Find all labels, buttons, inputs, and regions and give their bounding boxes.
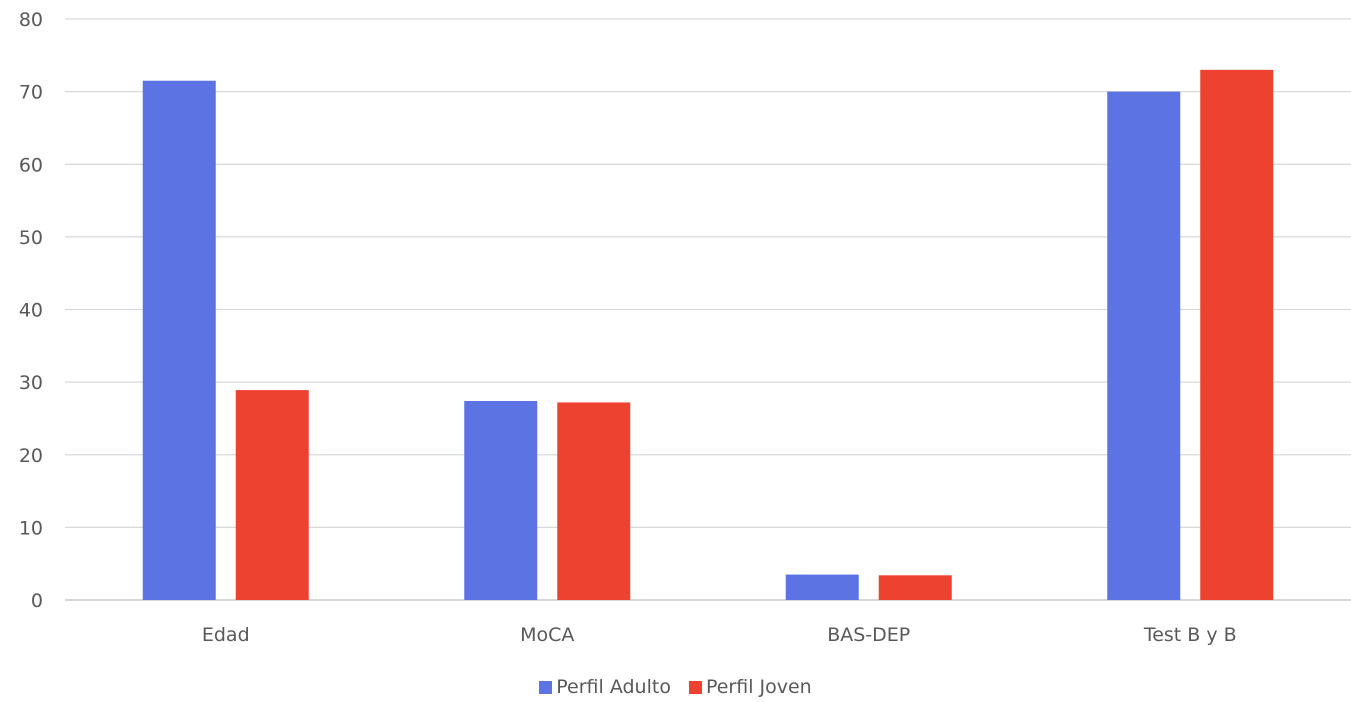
- legend-item-adulto: Perfil Adulto: [539, 676, 671, 698]
- bar-joven-3: [1200, 69, 1274, 600]
- legend-label-joven: Perfil Joven: [705, 676, 812, 698]
- legend: Perfil Adulto Perfil Joven: [0, 676, 1351, 698]
- y-tick-label: 30: [19, 372, 43, 394]
- y-tick-label: 40: [19, 300, 43, 322]
- y-tick-label: 20: [19, 445, 43, 467]
- y-tick-label: 10: [19, 517, 43, 539]
- legend-item-joven: Perfil Joven: [688, 676, 812, 698]
- x-category-label: MoCA: [520, 624, 574, 646]
- bar-adulto-2: [785, 574, 859, 600]
- y-tick-label: 60: [19, 154, 43, 176]
- bar-joven-0: [235, 390, 309, 600]
- y-tick-label: 70: [19, 82, 43, 104]
- bar-joven-2: [878, 575, 952, 600]
- bar-joven-1: [557, 402, 631, 600]
- bars: [142, 69, 1274, 600]
- x-category-label: Edad: [202, 624, 250, 646]
- legend-swatch-joven: [688, 680, 702, 694]
- x-category-label: BAS-DEP: [827, 624, 910, 646]
- y-tick-label: 0: [31, 590, 43, 612]
- y-tick-label: 50: [19, 227, 43, 249]
- bar-adulto-0: [142, 80, 216, 600]
- bar-adulto-3: [1107, 91, 1181, 600]
- legend-label-adulto: Perfil Adulto: [556, 676, 671, 698]
- y-axis-ticks: 0 10 20 30 40 50 60 70 80: [19, 9, 43, 612]
- bar-adulto-1: [464, 401, 538, 600]
- x-category-label: Test B y B: [1143, 624, 1237, 646]
- y-tick-label: 80: [19, 9, 43, 31]
- x-axis-categories: Edad MoCA BAS-DEP Test B y B: [202, 624, 1237, 646]
- legend-swatch-adulto: [539, 680, 553, 694]
